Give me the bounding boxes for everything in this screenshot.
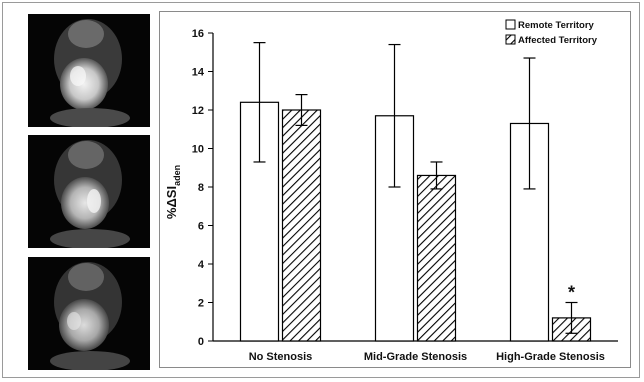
legend: Remote Territory Affected Territory — [505, 19, 598, 46]
x-tick-label: Mid-Grade Stenosis — [364, 351, 467, 363]
legend-swatch — [505, 19, 516, 30]
y-axis-label: %ΔSIaden — [164, 165, 182, 219]
significance-annotation: * — [568, 283, 575, 303]
y-tick-label: 10 — [192, 144, 204, 156]
figure-frame — [2, 2, 640, 378]
y-axis-label-subscript: aden — [172, 165, 182, 186]
mri-image-1 — [28, 14, 150, 127]
x-tick-label: No Stenosis — [249, 351, 313, 363]
y-tick-label: 14 — [192, 67, 205, 79]
y-axis-label-main: %ΔSI — [164, 186, 179, 219]
x-tick-label: High-Grade Stenosis — [496, 351, 605, 363]
y-tick-label: 16 — [192, 28, 204, 40]
legend-label: Remote Territory — [518, 20, 595, 31]
y-tick-label: 6 — [198, 221, 204, 233]
bar-affected — [281, 109, 322, 342]
labels: 0 2 4 6 8 10 12 14 16 No Stenosis Mid-Grade Stenos… — [192, 28, 605, 363]
bar-chart: 0 2 4 6 8 10 12 14 16 No Stenosis Mid-Grade Stenos… — [164, 19, 618, 363]
y-tick-label: 8 — [198, 182, 204, 194]
legend-label: Affected Territory — [518, 35, 598, 46]
axes — [208, 32, 618, 342]
y-tick-label: 2 — [198, 298, 204, 310]
bars — [239, 42, 592, 342]
bar-remote — [239, 101, 280, 342]
bar-affected — [416, 174, 457, 342]
chart-panel: 0 2 4 6 8 10 12 14 16 No Stenosis Mid-Grade Stenos… — [159, 11, 631, 368]
y-tick-label: 0 — [198, 336, 204, 348]
y-tick-label: 12 — [192, 105, 204, 117]
legend-swatch — [505, 34, 516, 45]
mri-image-2 — [28, 135, 150, 248]
mri-image-3 — [28, 257, 150, 370]
y-tick-label: 4 — [198, 259, 205, 271]
